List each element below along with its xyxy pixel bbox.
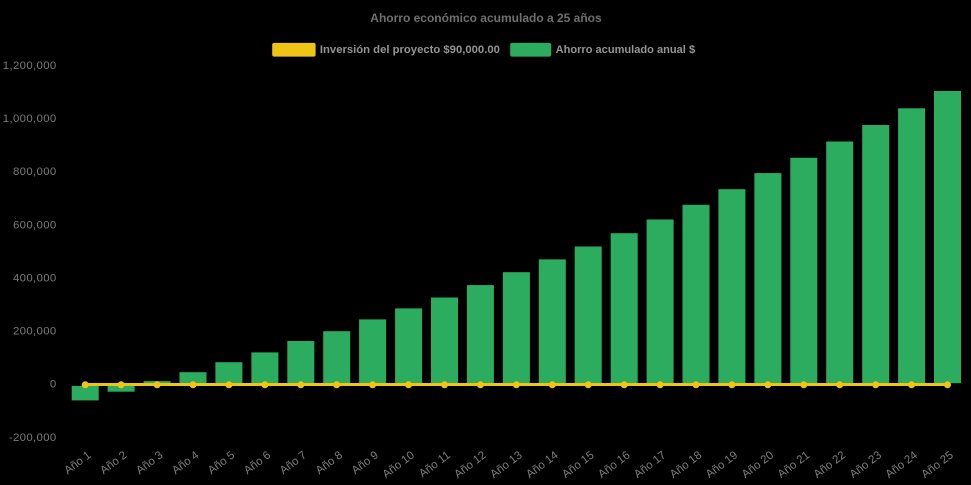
svg-text:0: 0 [50, 379, 57, 391]
svg-text:800,000: 800,000 [13, 166, 57, 178]
svg-text:-200,000: -200,000 [9, 432, 57, 444]
svg-text:1,000,000: 1,000,000 [3, 113, 57, 125]
svg-text:1,200,000: 1,200,000 [3, 60, 57, 72]
svg-text:Ahorro económico acumulado a 2: Ahorro económico acumulado a 25 años [370, 11, 602, 25]
svg-text:400,000: 400,000 [13, 273, 57, 285]
svg-text:200,000: 200,000 [13, 326, 57, 338]
svg-text:600,000: 600,000 [13, 219, 57, 231]
svg-text:Inversión del proyecto $90,000: Inversión del proyecto $90,000.00 [320, 44, 500, 56]
svg-text:Ahorro acumulado anual $: Ahorro acumulado anual $ [556, 44, 696, 56]
